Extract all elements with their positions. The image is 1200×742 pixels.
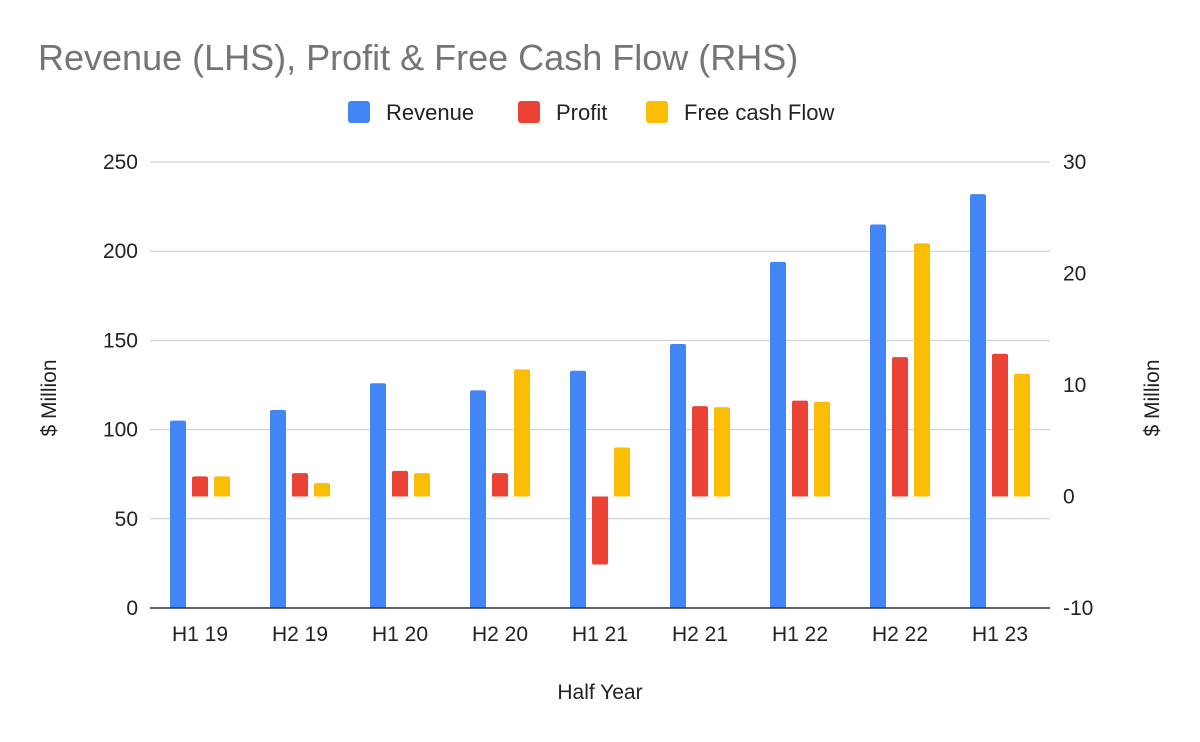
bar-profit-h1-20 [392, 470, 408, 497]
y-right-tick-label: 0 [1063, 486, 1075, 509]
bar-revenue-h1-22 [770, 261, 786, 608]
x-tick-label: H1 22 [772, 623, 828, 646]
bar-revenue-h1-21 [570, 370, 586, 608]
y-right-tick-label: 20 [1063, 263, 1086, 286]
y-axis-title-right: $ Million [1141, 359, 1164, 436]
bar-free-cash-flow-h2-21 [714, 407, 730, 497]
bar-revenue-h1-23 [970, 194, 986, 608]
bar-profit-h2-21 [692, 406, 708, 497]
legend: Revenue Profit Free cash Flow [348, 100, 834, 125]
y-left-tick-label: 250 [103, 151, 138, 174]
x-tick-label: H2 21 [672, 623, 728, 646]
bar-profit-h2-20 [492, 473, 508, 497]
bar-free-cash-flow-h2-22 [914, 243, 930, 497]
bar-profit-h1-21 [592, 496, 608, 565]
bar-profit-h2-19 [292, 473, 308, 497]
x-tick-label: H1 21 [572, 623, 628, 646]
bar-free-cash-flow-h2-19 [314, 483, 330, 497]
x-tick-label: H2 22 [872, 623, 928, 646]
x-tick-label: H1 20 [372, 623, 428, 646]
bar-revenue-h1-20 [370, 383, 386, 608]
bar-revenue-h2-20 [470, 390, 486, 608]
bar-free-cash-flow-h1-20 [414, 473, 430, 497]
y-left-tick-label: 200 [103, 240, 138, 263]
bar-revenue-h1-19 [170, 420, 186, 608]
bar-free-cash-flow-h2-20 [514, 369, 530, 497]
y-left-tick-label: 100 [103, 419, 138, 442]
bar-revenue-h2-21 [670, 343, 686, 608]
x-tick-label: H2 20 [472, 623, 528, 646]
x-tick-label: H1 19 [172, 623, 228, 646]
bar-revenue-h2-19 [270, 409, 286, 608]
bars [170, 194, 1030, 608]
y-axis-title-left: $ Million [38, 359, 61, 436]
x-axis-ticks: H1 19 H2 19 H1 20 H2 20 H1 21 H2 21 H1 22 H2 22… [172, 623, 1028, 646]
y-left-tick-label: 0 [126, 597, 138, 620]
chart-title: Revenue (LHS), Profit & Free Cash Flow (… [38, 37, 798, 78]
legend-swatch-profit [518, 101, 540, 123]
legend-swatch-revenue [348, 101, 370, 123]
bar-free-cash-flow-h1-22 [814, 401, 830, 497]
legend-item-revenue: Revenue [348, 100, 474, 125]
bar-free-cash-flow-h1-21 [614, 447, 630, 497]
x-tick-label: H2 19 [272, 623, 328, 646]
bar-profit-h1-19 [192, 476, 208, 497]
x-tick-label: H1 23 [972, 623, 1028, 646]
bar-profit-h2-22 [892, 357, 908, 497]
left-axis-ticks: 0 50 100 150 200 250 [103, 151, 138, 620]
y-right-tick-label: -10 [1063, 597, 1093, 620]
bar-profit-h1-22 [792, 400, 808, 497]
x-axis-title: Half Year [557, 681, 642, 704]
legend-label-revenue: Revenue [386, 100, 474, 125]
legend-item-profit: Profit [518, 100, 607, 125]
right-axis-ticks: -10 0 10 20 30 [1063, 151, 1093, 620]
bar-free-cash-flow-h1-23 [1014, 373, 1030, 497]
legend-label-profit: Profit [556, 100, 607, 125]
legend-item-free-cash-flow: Free cash Flow [646, 100, 834, 125]
bar-revenue-h2-22 [870, 224, 886, 608]
legend-label-free-cash-flow: Free cash Flow [684, 100, 834, 125]
y-left-tick-label: 150 [103, 329, 138, 352]
y-left-tick-label: 50 [115, 508, 138, 531]
y-right-tick-label: 30 [1063, 151, 1086, 174]
bar-profit-h1-23 [992, 353, 1008, 497]
y-right-tick-label: 10 [1063, 374, 1086, 397]
bar-free-cash-flow-h1-19 [214, 476, 230, 497]
legend-swatch-free-cash-flow [646, 101, 668, 123]
